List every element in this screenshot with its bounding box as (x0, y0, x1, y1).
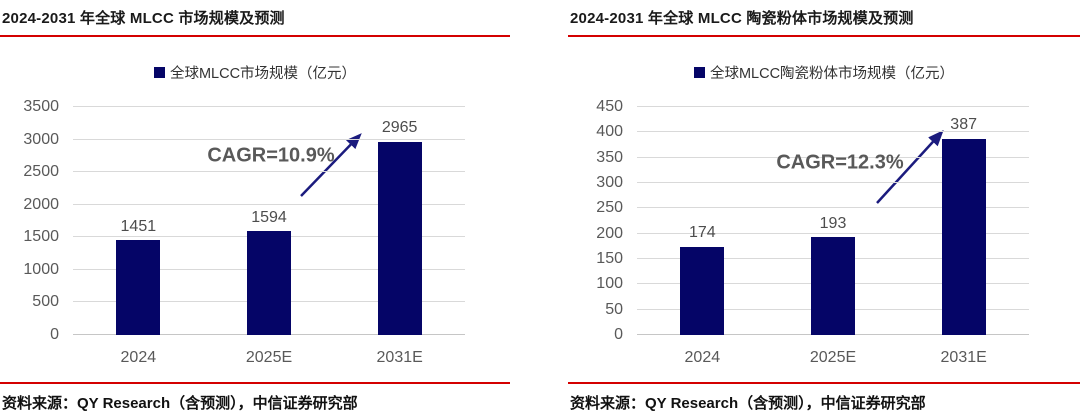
bar-2024 (680, 246, 725, 335)
y-axis-tick-label: 400 (596, 123, 623, 141)
x-axis-tick-label: 2024 (684, 349, 721, 366)
y-axis-tick-label: 300 (596, 174, 623, 192)
x-axis-tick-label: 2024 (120, 349, 157, 366)
gridline (637, 131, 1029, 133)
x-axis-tick-label: 2025E (245, 349, 293, 366)
bar-2031E (377, 141, 422, 335)
legend-label: 全球MLCC陶瓷粉体市场规模（亿元） (709, 65, 955, 82)
legend: 全球MLCC市场规模（亿元） (0, 62, 510, 82)
bar-value-label: 193 (819, 214, 847, 232)
x-axis-labels: 2024 2025E 2031E (637, 349, 1029, 369)
bar-value-label: 174 (688, 224, 716, 242)
gridline (637, 232, 1029, 234)
legend-swatch-icon (153, 66, 165, 78)
y-axis-tick-label: 1000 (23, 260, 59, 278)
gridline (73, 106, 465, 107)
chart-title: 2024-2031 年全球 MLCC 市场规模及预测 (0, 5, 510, 37)
chart-title: 2024-2031 年全球 MLCC 陶瓷粉体市场规模及预测 (568, 5, 1080, 37)
y-axis-tick-label: 450 (596, 98, 623, 115)
bar-value-label: 2965 (381, 119, 418, 137)
y-axis-tick-label: 3500 (23, 98, 59, 115)
x-axis-labels: 2024 2025E 2031E (73, 349, 465, 369)
y-axis-tick-label: 250 (596, 199, 623, 217)
y-axis-tick-label: 500 (32, 293, 59, 311)
x-axis-tick-label: 2025E (809, 349, 857, 366)
bar-value-label: 387 (950, 116, 978, 134)
y-axis-tick-label: 0 (614, 326, 623, 343)
gridline (73, 203, 465, 205)
x-axis-tick-label: 2031E (940, 349, 987, 366)
chart-panel-mlcc-market: 2024-2031 年全球 MLCC 市场规模及预测 全球MLCC市场规模（亿元… (0, 5, 510, 420)
y-axis-tick-label: 2500 (23, 163, 59, 181)
gridline (637, 207, 1029, 209)
bar-value-label: 1594 (251, 208, 287, 226)
y-axis-tick-label: 1500 (23, 228, 59, 246)
y-axis-tick-label: 200 (596, 224, 623, 242)
cagr-annotation: CAGR=10.9% (207, 144, 335, 167)
gridline (73, 138, 465, 140)
source-note: 资料来源：QY Research（含预测），中信证券研究部 (0, 382, 510, 420)
gridline (637, 156, 1029, 158)
plot-area: CAGR=10.9% 0 500 1000 1500 2000 2500 3000 3500 1… (23, 99, 465, 343)
plot-area: CAGR=12.3% 0 50 100 150 200 250 300 350 400 450 17… (596, 99, 1029, 343)
chart-panel-mlcc-ceramic-powder: 2024-2031 年全球 MLCC 陶瓷粉体市场规模及预测 全球MLCC陶瓷粉… (540, 0, 1080, 420)
bar-2025E (247, 231, 291, 335)
legend-swatch-icon (693, 66, 705, 78)
cagr-annotation: CAGR=12.3% (776, 151, 904, 174)
bar-2025E (811, 237, 855, 335)
legend: 全球MLCC陶瓷粉体市场规模（亿元） (568, 62, 1080, 82)
y-axis-tick-label: 0 (50, 326, 59, 343)
bar-2031E (941, 138, 986, 335)
gridline (637, 182, 1029, 184)
y-axis-tick-label: 3000 (23, 130, 59, 148)
gridline (73, 171, 465, 173)
y-axis-tick-label: 100 (596, 275, 623, 293)
cagr-arrow-icon (300, 133, 362, 197)
legend-label: 全球MLCC市场规模（亿元） (169, 65, 357, 82)
y-axis-tick-label: 150 (596, 250, 623, 268)
y-axis-tick-label: 350 (596, 148, 623, 166)
x-axis-tick-label: 2031E (376, 349, 423, 366)
cagr-arrow-icon (876, 130, 944, 204)
gridline (637, 106, 1029, 107)
source-note: 资料来源：QY Research（含预测），中信证券研究部 (568, 382, 1080, 420)
y-axis-tick-label: 2000 (23, 195, 59, 213)
bar-value-label: 1451 (120, 217, 157, 235)
y-axis-tick-label: 50 (605, 300, 623, 318)
bar-2024 (116, 240, 161, 335)
